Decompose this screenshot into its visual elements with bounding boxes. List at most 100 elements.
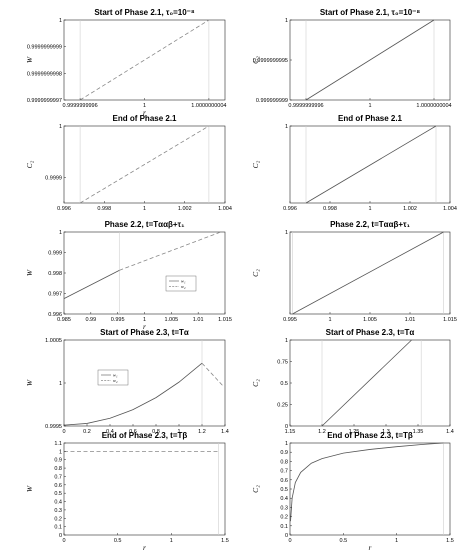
x-tick-label: 1 [143,206,146,212]
x-tick-label: 0.998 [97,206,111,212]
y-axis-label: C₂ [251,269,260,277]
chart-p1: 0.9999999996 1 1.0000000004 0.9999999997 0.9… [25,8,226,117]
x-tick-label: 1.5 [221,538,229,544]
x-tick-label: 1.005 [363,317,377,323]
series-line-1 [119,231,221,271]
series-line-0 [321,339,412,427]
y-tick-label: 0.6 [54,483,62,489]
y-tick-label: 0.9999 [45,175,62,181]
y-tick-label: 0.7 [280,469,288,475]
x-tick-label: 0.6 [129,429,137,435]
chart-title: End of Phase 2.3, t=Tβ [102,431,188,440]
x-tick-label: 0.9999999996 [63,103,98,109]
y-axis-label: W [25,269,34,276]
x-tick-label: 1.0000000004 [191,103,226,109]
plot-frame [63,442,226,536]
x-tick-label: 0.5 [114,538,122,544]
y-tick-label: 1 [285,338,288,344]
x-axis-label: r [143,322,146,331]
series-line-0 [290,442,444,522]
x-tick-label: 1.35 [413,429,424,435]
y-tick-label: 1 [285,124,288,130]
x-tick-label: 0.2 [83,429,91,435]
x-axis-label: r [369,543,372,550]
x-tick-label: 1.01 [405,317,416,323]
y-tick-label: 1.0005 [45,338,62,344]
series-line-1 [201,362,223,386]
x-tick-label: 1.004 [443,206,457,212]
y-tick-label: 1 [285,18,288,24]
y-tick-label: 0.8 [280,459,288,465]
x-tick-label: 1 [177,429,180,435]
y-tick-label: 1 [59,18,62,24]
legend-entry: w₂ [113,378,118,383]
chart-p5: 0.985 0.99 0.995 1 1.005 1.01 1.015 0.996 0.997 0… [25,220,232,331]
x-tick-label: 0.985 [57,317,71,323]
x-tick-label: 1 [328,317,331,323]
x-tick-label: 0.995 [283,317,297,323]
chart-title: Start of Phase 2.3, t=Tα [100,328,189,337]
chart-title: Start of Phase 2.3, t=Tα [326,328,415,337]
series-line-0 [79,125,210,204]
x-axis-label: r [143,543,146,550]
y-axis-label: C₂ [251,485,260,493]
x-tick-label: 1.002 [178,206,192,212]
x-tick-label: 0 [62,429,65,435]
chart-grid: 0.9999999996 1 1.00000000040.99999999970.9… [25,8,457,550]
y-tick-label: 0.75 [277,360,288,366]
y-tick-label: 0.9995 [45,424,62,430]
x-tick-label: 0.995 [111,317,125,323]
x-tick-label: 0 [62,538,65,544]
series-line-0 [63,362,203,426]
y-tick-label: 0.2 [54,516,62,522]
legend-entry: w₁ [181,279,186,284]
y-tick-label: 0.1 [280,524,288,530]
x-tick-label: 1.004 [218,206,232,212]
y-tick-label: 0.6 [280,478,288,484]
series-line-0 [305,125,437,204]
y-tick-label: 1 [285,230,288,236]
plot-frame [289,125,451,204]
x-tick-label: 1.25 [349,429,360,435]
legend-box [97,369,129,386]
y-axis-label: C₂ [25,160,34,168]
x-tick-label: 1.4 [446,429,454,435]
x-tick-label: 1 [143,317,146,323]
y-axis-label: W [25,56,34,63]
y-tick-label: 0.999 [48,251,62,257]
plot-frame [63,339,226,427]
y-axis-label: C₂ [251,379,260,387]
y-axis-label: C₂ [251,56,260,64]
chart-title: Start of Phase 2.1, τ₀=10⁻⁸ [320,8,421,17]
y-tick-label: 0.3 [54,508,62,514]
plot-frame [63,231,226,315]
y-tick-label: 1.1 [54,441,62,447]
x-tick-label: 1.3 [382,429,390,435]
plot-frame [63,19,226,101]
y-tick-label: 0 [59,533,62,539]
y-tick-label: 0.998 [48,271,62,277]
x-tick-label: 1.005 [164,317,178,323]
y-tick-label: 1 [59,230,62,236]
x-tick-label: 1.01 [193,317,204,323]
y-tick-label: 0.9999999998 [27,71,62,77]
y-tick-label: 0.4 [280,496,288,502]
x-tick-label: 1.4 [221,429,229,435]
y-tick-label: 1 [285,441,288,447]
y-tick-label: 0.25 [277,403,288,409]
y-tick-label: 0.3 [280,505,288,511]
x-tick-label: 1.2 [318,429,326,435]
y-tick-label: 0.9999999999 [27,45,62,51]
chart-title: End of Phase 2.1 [338,114,403,123]
y-tick-label: 0.997 [48,292,62,298]
chart-p10: 0 0.5 1 1.5 0 0.1 0.2 0.3 0.4 0.5 0.6 0.7 0.8 0.9 1 End… [251,431,454,550]
x-tick-label: 1.015 [218,317,232,323]
y-tick-label: 0.4 [54,500,62,506]
y-tick-label: 0.5 [280,487,288,493]
series-line-0 [305,19,435,101]
chart-p4: 0.996 0.998 1 1.002 1.004 1 End of Phase 2.1 C₂ [251,114,457,212]
y-tick-label: 0.1 [54,525,62,531]
